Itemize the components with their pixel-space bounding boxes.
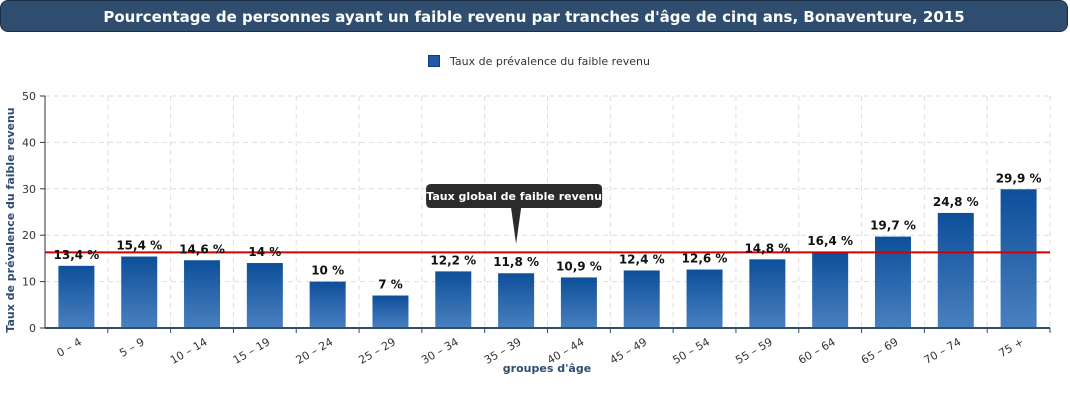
bar[interactable] xyxy=(937,212,974,328)
bar[interactable] xyxy=(435,271,472,328)
x-tick-label: 65 – 69 xyxy=(859,335,901,367)
bar[interactable] xyxy=(184,260,221,328)
bar-value-label: 10,9 % xyxy=(556,259,602,273)
tooltip-box xyxy=(426,184,603,244)
reference-tooltip: Taux global de faible revenu xyxy=(426,184,603,244)
tooltip-text: Taux global de faible revenu xyxy=(426,190,602,203)
y-tick-label: 30 xyxy=(22,183,36,196)
bar-value-label: 15,4 % xyxy=(116,239,162,253)
x-tick-label: 15 – 19 xyxy=(231,335,273,367)
y-tick-label: 0 xyxy=(29,322,36,335)
x-tick-label: 45 – 49 xyxy=(608,335,650,367)
bar[interactable] xyxy=(309,281,346,328)
x-tick-label: 25 – 29 xyxy=(356,335,398,367)
bar[interactable] xyxy=(874,236,911,328)
bar-value-label: 29,9 % xyxy=(996,171,1042,185)
bar[interactable] xyxy=(623,270,660,328)
legend[interactable]: Taux de prévalence du faible revenu xyxy=(428,54,650,68)
bar[interactable] xyxy=(1000,189,1037,328)
bar-value-label: 19,7 % xyxy=(870,219,916,233)
bar-value-label: 12,4 % xyxy=(619,252,665,266)
x-tick-label: 70 – 74 xyxy=(922,335,964,367)
x-tick-label: 5 – 9 xyxy=(117,335,146,360)
bar[interactable] xyxy=(58,265,95,328)
y-tick-label: 40 xyxy=(22,136,36,149)
y-tick-label: 50 xyxy=(22,90,36,103)
bar-value-label: 16,4 % xyxy=(807,234,853,248)
bar-value-label: 10 % xyxy=(311,264,344,278)
bar-value-label: 24,8 % xyxy=(933,195,979,209)
x-tick-label: 55 – 59 xyxy=(733,335,775,367)
bars xyxy=(58,189,1037,328)
x-tick-label: 75 + xyxy=(996,335,1026,360)
bar[interactable] xyxy=(812,251,849,328)
bar[interactable] xyxy=(749,259,786,328)
x-axis-title: groupes d'âge xyxy=(503,362,591,375)
chart-title: Pourcentage de personnes ayant un faible… xyxy=(0,0,1068,32)
bar[interactable] xyxy=(246,263,283,328)
legend-swatch xyxy=(428,55,440,67)
bar[interactable] xyxy=(372,295,409,328)
x-tick-label: 0 – 4 xyxy=(54,335,83,360)
y-tick-label: 10 xyxy=(22,276,36,289)
y-tick-label: 20 xyxy=(22,229,36,242)
x-tick-label: 60 – 64 xyxy=(796,335,838,367)
bar[interactable] xyxy=(686,269,723,328)
bar[interactable] xyxy=(498,273,535,328)
bar-value-label: 14,8 % xyxy=(744,241,790,255)
y-axis-title: Taux de prévalence du faible revenu xyxy=(4,107,17,332)
bar-value-label: 7 % xyxy=(378,278,403,292)
bar-value-label: 12,2 % xyxy=(430,253,476,267)
bar-value-label: 12,6 % xyxy=(682,252,728,266)
bar[interactable] xyxy=(121,256,158,328)
legend-label: Taux de prévalence du faible revenu xyxy=(450,54,650,68)
bar-value-label: 13,4 % xyxy=(54,248,100,262)
x-tick-label: 50 – 54 xyxy=(670,335,712,367)
bar-value-label: 11,8 % xyxy=(493,255,539,269)
bar-value-label: 14,6 % xyxy=(179,242,225,256)
x-tick-label: 20 – 24 xyxy=(294,335,336,367)
x-tick-label: 10 – 14 xyxy=(168,335,210,367)
bar[interactable] xyxy=(560,277,597,328)
grid xyxy=(45,95,1051,328)
value-labels: 13,4 % 15,4 % 14,6 % 14 % 10 % 7 % 12,2 % 11,8 … xyxy=(54,171,1042,291)
x-tick-label: 30 – 34 xyxy=(419,335,461,367)
bar-value-label: 14 % xyxy=(248,245,281,259)
